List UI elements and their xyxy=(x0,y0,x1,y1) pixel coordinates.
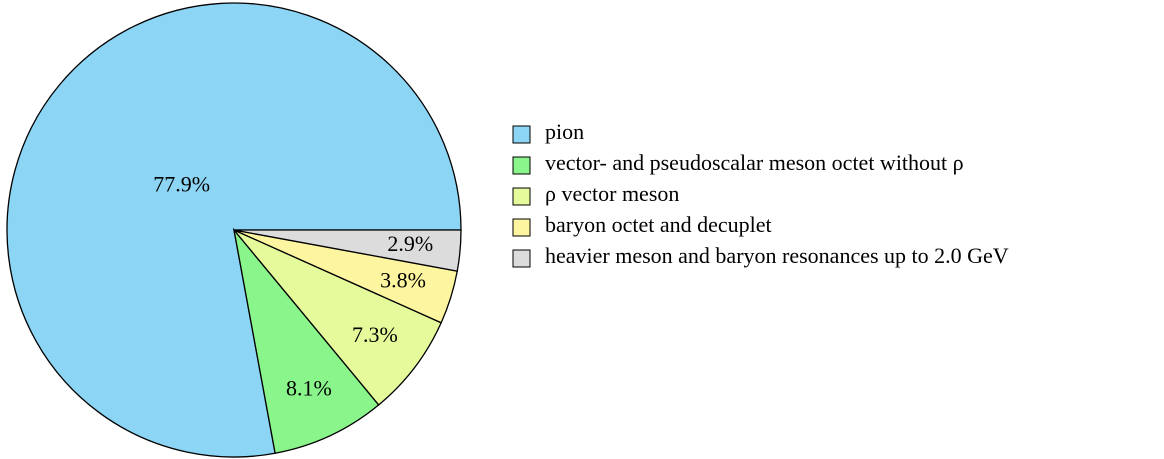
slice-label: 77.9% xyxy=(153,171,210,196)
legend-label: heavier meson and baryon resonances up t… xyxy=(545,243,1009,268)
legend-swatch xyxy=(512,187,531,206)
pie-slice xyxy=(232,227,380,454)
slice-label: 8.1% xyxy=(286,375,332,400)
slice-label: 3.8% xyxy=(380,268,426,293)
legend-swatch xyxy=(512,218,531,237)
legend-label: baryon octet and decuplet xyxy=(545,212,772,237)
legend-label: vector- and pseudoscalar meson octet wit… xyxy=(545,150,964,175)
slice-label: 2.9% xyxy=(387,231,433,256)
legend-swatch xyxy=(512,125,531,144)
legend-swatch xyxy=(512,156,531,175)
legend-label: ρ vector meson xyxy=(545,181,679,206)
legend-label: pion xyxy=(545,119,584,144)
slice-label: 7.3% xyxy=(352,322,398,347)
pie-slice xyxy=(233,229,462,272)
legend-swatch xyxy=(512,249,531,268)
pie-slice xyxy=(233,229,443,406)
